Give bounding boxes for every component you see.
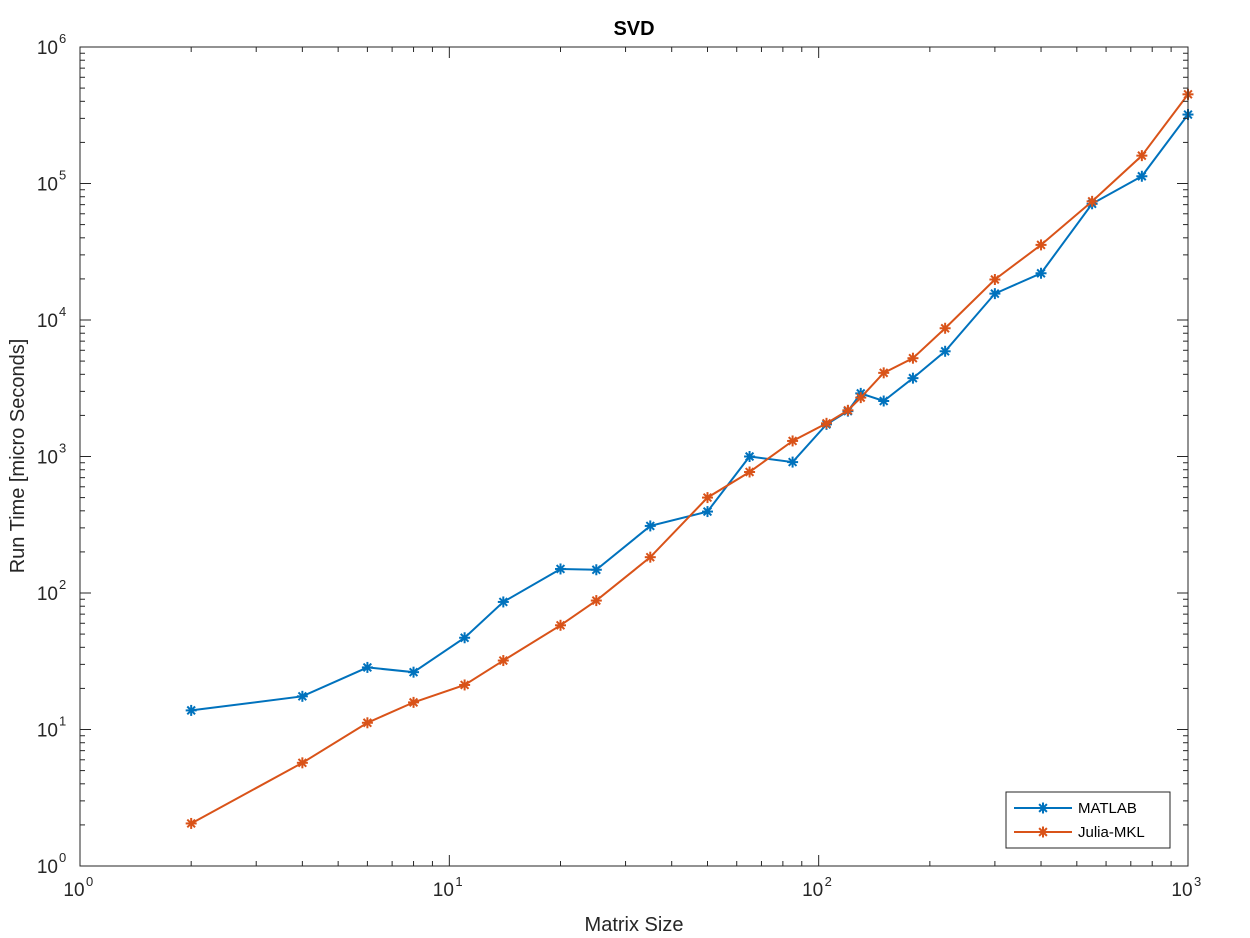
legend-entry: Julia-MKL (1014, 824, 1145, 841)
legend-label: Julia-MKL (1078, 824, 1145, 841)
data-point (787, 456, 799, 468)
data-point (1086, 195, 1098, 207)
y-tick-base: 10 (37, 857, 58, 878)
y-tick-base: 10 (37, 448, 58, 469)
data-point (459, 679, 471, 691)
chart-title: SVD (613, 18, 654, 40)
series-julia-mkl (185, 88, 1194, 829)
legend-marker (1037, 802, 1049, 814)
y-tick-exp: 4 (59, 304, 66, 319)
data-point (644, 520, 656, 532)
data-point (787, 435, 799, 447)
legend-box (1005, 791, 1171, 849)
y-tick-base: 10 (37, 175, 58, 196)
data-point (497, 596, 509, 608)
data-point (361, 717, 373, 729)
data-point (459, 632, 471, 644)
data-point (296, 690, 308, 702)
x-tick-label: 10 2 (802, 874, 832, 901)
data-point (744, 466, 756, 478)
tick-layer: 10 0 10 1 10 2 10 310 010 110 210 310 410 510 6 (37, 31, 1201, 901)
plot-area (80, 47, 1188, 866)
data-point (1136, 150, 1148, 162)
y-tick-label: 10 1 (37, 714, 66, 742)
x-tick-base: 10 (802, 880, 823, 901)
data-point (1035, 267, 1047, 279)
x-tick-label: 10 3 (1171, 874, 1201, 901)
x-tick-exp: 0 (86, 874, 93, 889)
x-tick-label: 10 1 (433, 874, 463, 901)
y-tick-base: 10 (37, 311, 58, 332)
y-axis-label: Run Time [micro Seconds] (7, 339, 29, 574)
data-point (361, 661, 373, 673)
data-point (1136, 170, 1148, 182)
y-tick-base: 10 (37, 38, 58, 59)
x-tick-exp: 3 (1194, 874, 1201, 889)
data-point (989, 274, 1001, 286)
x-axis-label: Matrix Size (585, 914, 684, 936)
series-layer (185, 88, 1194, 829)
data-point (907, 372, 919, 384)
data-point (408, 666, 420, 678)
data-point (408, 696, 420, 708)
data-point (878, 367, 890, 379)
x-tick-exp: 1 (455, 874, 462, 889)
y-tick-exp: 6 (59, 31, 66, 46)
data-point (878, 395, 890, 407)
data-point (744, 451, 756, 462)
x-tick-label: 10 0 (63, 874, 93, 901)
data-point (590, 564, 602, 576)
data-point (185, 817, 197, 829)
y-tick-base: 10 (37, 584, 58, 605)
y-tick-label: 10 0 (37, 850, 66, 878)
legend-entry: MATLAB (1014, 800, 1137, 817)
data-point (701, 506, 713, 518)
legend-label: MATLAB (1078, 800, 1137, 817)
data-point (1035, 239, 1047, 251)
legend-marker (1037, 826, 1049, 838)
data-point (701, 492, 713, 504)
y-tick-exp: 0 (59, 850, 66, 865)
data-point (907, 352, 919, 364)
y-tick-exp: 2 (59, 577, 66, 592)
legend: MATLAB Julia-MKL (1005, 791, 1171, 849)
data-point (555, 619, 567, 631)
x-tick-base: 10 (433, 880, 454, 901)
y-tick-label: 10 2 (37, 577, 66, 605)
data-point (820, 417, 832, 429)
data-point (590, 595, 602, 607)
data-point (939, 345, 951, 357)
y-tick-base: 10 (37, 721, 58, 742)
data-point (842, 404, 854, 416)
x-tick-exp: 2 (825, 874, 832, 889)
data-point (644, 551, 656, 563)
y-tick-label: 10 4 (37, 304, 66, 332)
data-point (555, 563, 567, 575)
data-point (939, 322, 951, 334)
data-point (296, 757, 308, 769)
y-tick-exp: 1 (59, 714, 66, 729)
y-tick-label: 10 3 (37, 441, 66, 469)
y-tick-exp: 5 (59, 168, 66, 183)
data-point (497, 655, 509, 667)
y-tick-label: 10 6 (37, 31, 66, 59)
y-tick-exp: 3 (59, 441, 66, 456)
data-point (989, 288, 1001, 300)
x-tick-base: 10 (1171, 880, 1192, 901)
data-point (855, 392, 867, 404)
x-tick-base: 10 (63, 880, 84, 901)
y-tick-label: 10 5 (37, 168, 66, 196)
data-point (185, 704, 197, 716)
